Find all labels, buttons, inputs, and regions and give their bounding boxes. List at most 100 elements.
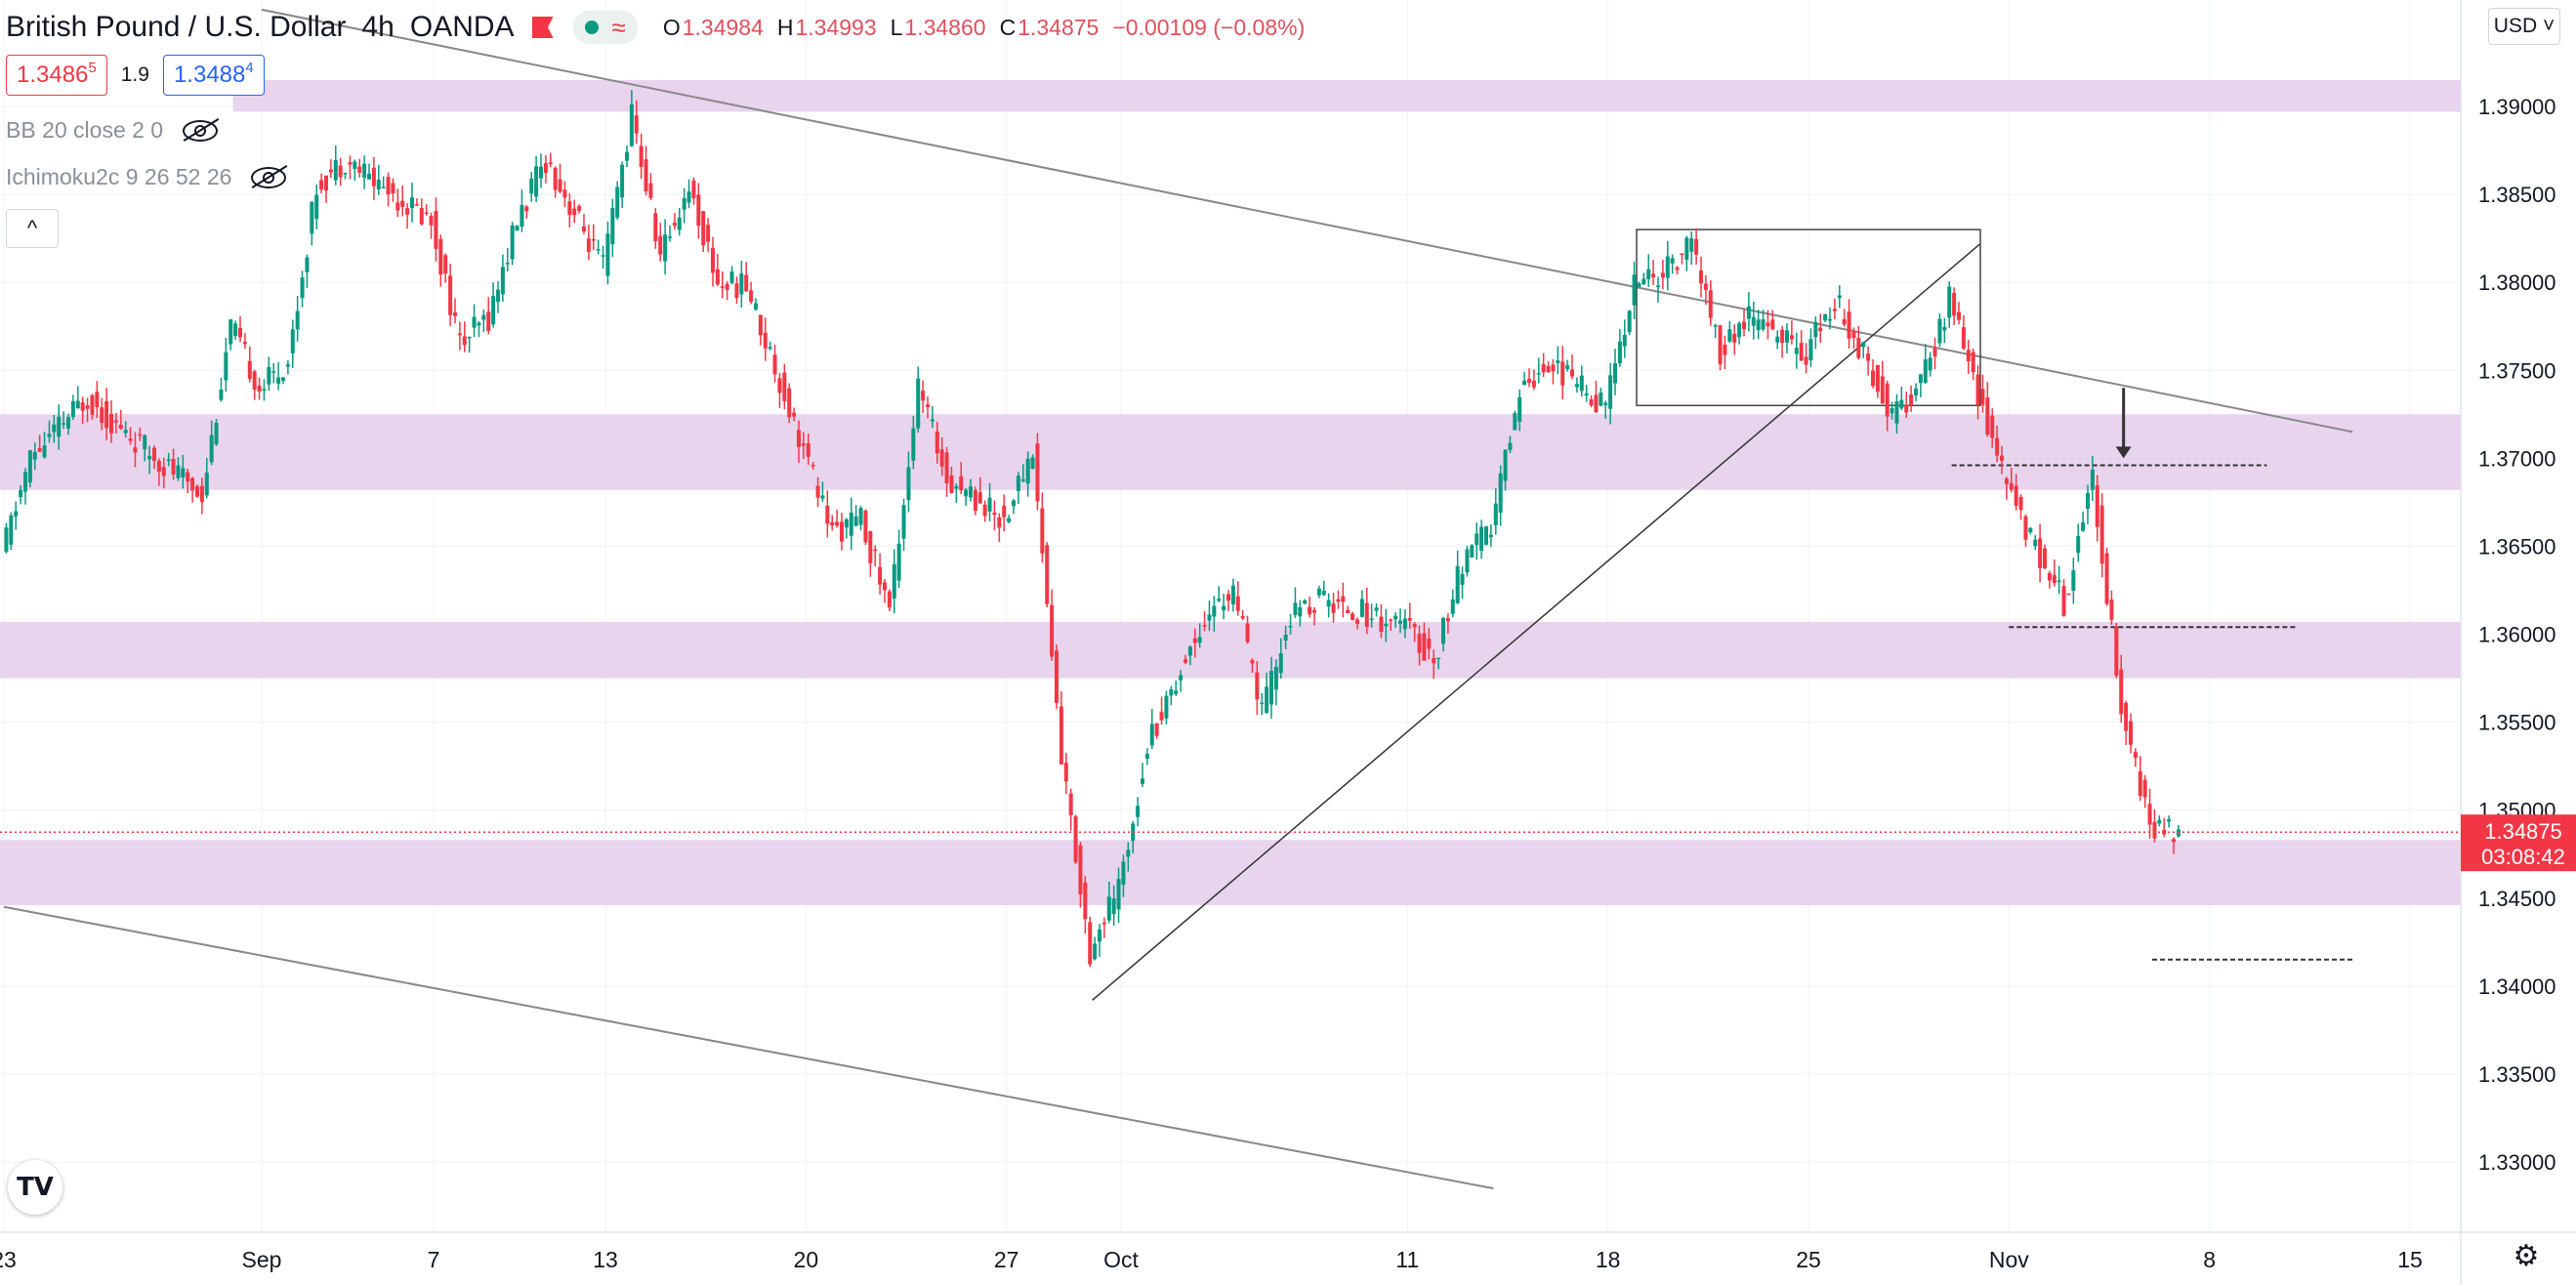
candle-body — [768, 347, 772, 350]
candle-body — [156, 460, 161, 472]
candle-body — [677, 217, 682, 230]
indicator-bb[interactable]: BB 20 close 2 0 — [6, 117, 219, 144]
candle-body — [1169, 689, 1174, 696]
symbol-name[interactable]: British Pound / U.S. Dollar — [6, 11, 347, 43]
candle-body — [577, 205, 582, 211]
candle-body — [1737, 323, 1742, 338]
candle-body — [2076, 535, 2081, 554]
candle-body — [1780, 329, 1785, 344]
settings-gear-icon[interactable]: ⚙ — [2513, 1240, 2540, 1272]
ohlc-close: C1.34875 — [1000, 15, 1100, 41]
candle-body — [1708, 290, 1713, 318]
candle-body — [1106, 896, 1111, 921]
market-status[interactable]: ≈ — [572, 11, 638, 44]
candle-body — [2004, 478, 2009, 484]
candle-body — [1551, 364, 1556, 372]
candle-body — [2109, 600, 2114, 620]
interval-label[interactable]: 4h — [361, 11, 395, 43]
candle-body — [2066, 593, 2071, 596]
candle-body — [19, 489, 23, 498]
candle-body — [2052, 574, 2057, 584]
zone — [232, 79, 2461, 112]
candle-body — [835, 521, 840, 526]
candle-body — [1230, 585, 1235, 604]
candle-body — [1174, 690, 1179, 694]
candle-body — [1641, 278, 1646, 285]
candle-body — [1918, 374, 1923, 384]
candle-body — [901, 505, 906, 539]
candle-body — [1995, 437, 2000, 456]
candle-body — [229, 319, 233, 345]
down-arrow-head — [2115, 446, 2132, 459]
sell-button[interactable]: 1.34865 — [6, 55, 107, 96]
candle-body — [1101, 922, 1106, 925]
last-price-label: 1.34875 — [2484, 819, 2562, 844]
candle-body — [328, 169, 333, 173]
candle-body — [2142, 779, 2147, 798]
flag-icon[interactable] — [531, 17, 554, 38]
candle-body — [1531, 380, 1536, 388]
candle-body — [314, 194, 319, 220]
candle-body — [1154, 723, 1159, 736]
candle-body — [887, 591, 892, 608]
candle-body — [1025, 458, 1030, 484]
candle-body — [820, 495, 825, 499]
candle-body — [2014, 485, 2018, 507]
indicator-ichimoku[interactable]: Ichimoku2c 9 26 52 26 — [6, 164, 287, 190]
ohlc-close-value: 1.34875 — [1018, 14, 1100, 40]
candle-body — [95, 392, 100, 407]
candle-body — [32, 451, 37, 460]
buy-button[interactable]: 1.34884 — [162, 55, 265, 96]
candle-body — [691, 180, 696, 198]
tradingview-logo[interactable]: TV — [8, 1160, 62, 1215]
candle-body — [553, 167, 558, 190]
candle-body — [1680, 253, 1684, 255]
candle-body — [1212, 605, 1217, 617]
eye-hidden-icon[interactable] — [183, 119, 219, 142]
candle-body — [462, 336, 467, 346]
candle-body — [1030, 457, 1035, 470]
candle-body — [987, 497, 992, 512]
candle-body — [1789, 335, 1794, 340]
candle-body — [214, 423, 219, 445]
candle-body — [1546, 365, 1551, 373]
candle-body — [438, 238, 443, 275]
ohlc-change: −0.00109 (−0.08%) — [1112, 14, 1306, 40]
candle-body — [2047, 573, 2052, 581]
candle-body — [181, 468, 186, 477]
candle-body — [1484, 526, 1488, 545]
candle-body — [1346, 609, 1350, 614]
candle-body — [2071, 570, 2076, 592]
time-tick-label: 11 — [1395, 1247, 1419, 1272]
candle-body — [1971, 352, 1975, 373]
candle-body — [219, 389, 224, 400]
candle-body — [1002, 505, 1007, 518]
currency-selector[interactable]: USD ˅ — [2488, 8, 2560, 45]
eye-hidden-icon[interactable] — [251, 166, 287, 188]
price-tick-label: 1.36000 — [2478, 623, 2556, 647]
candle-body — [1871, 370, 1875, 387]
candle-body — [1589, 398, 1594, 406]
candle-body — [27, 450, 32, 483]
candle-body — [276, 377, 281, 385]
ohlc-high-value: 1.34993 — [795, 14, 877, 40]
candle-body — [1966, 350, 1971, 362]
candle-body — [1713, 325, 1718, 327]
price-tick-label: 1.34000 — [2478, 974, 2556, 999]
candle-body — [930, 419, 935, 422]
trend-line — [1092, 242, 1981, 1001]
candle-body — [1326, 600, 1331, 607]
candle-body — [610, 207, 615, 245]
candle-body — [310, 201, 314, 234]
candle-body — [758, 314, 763, 336]
candle-body — [2028, 527, 2033, 533]
candle-body — [653, 213, 658, 241]
collapse-legend-button[interactable]: ^ — [6, 209, 59, 248]
candle-body — [1126, 850, 1131, 857]
candle-body — [1308, 606, 1312, 615]
candle-body — [123, 430, 128, 434]
candle-body — [1689, 238, 1694, 252]
candle-body — [405, 208, 410, 215]
candle-body — [806, 442, 810, 457]
